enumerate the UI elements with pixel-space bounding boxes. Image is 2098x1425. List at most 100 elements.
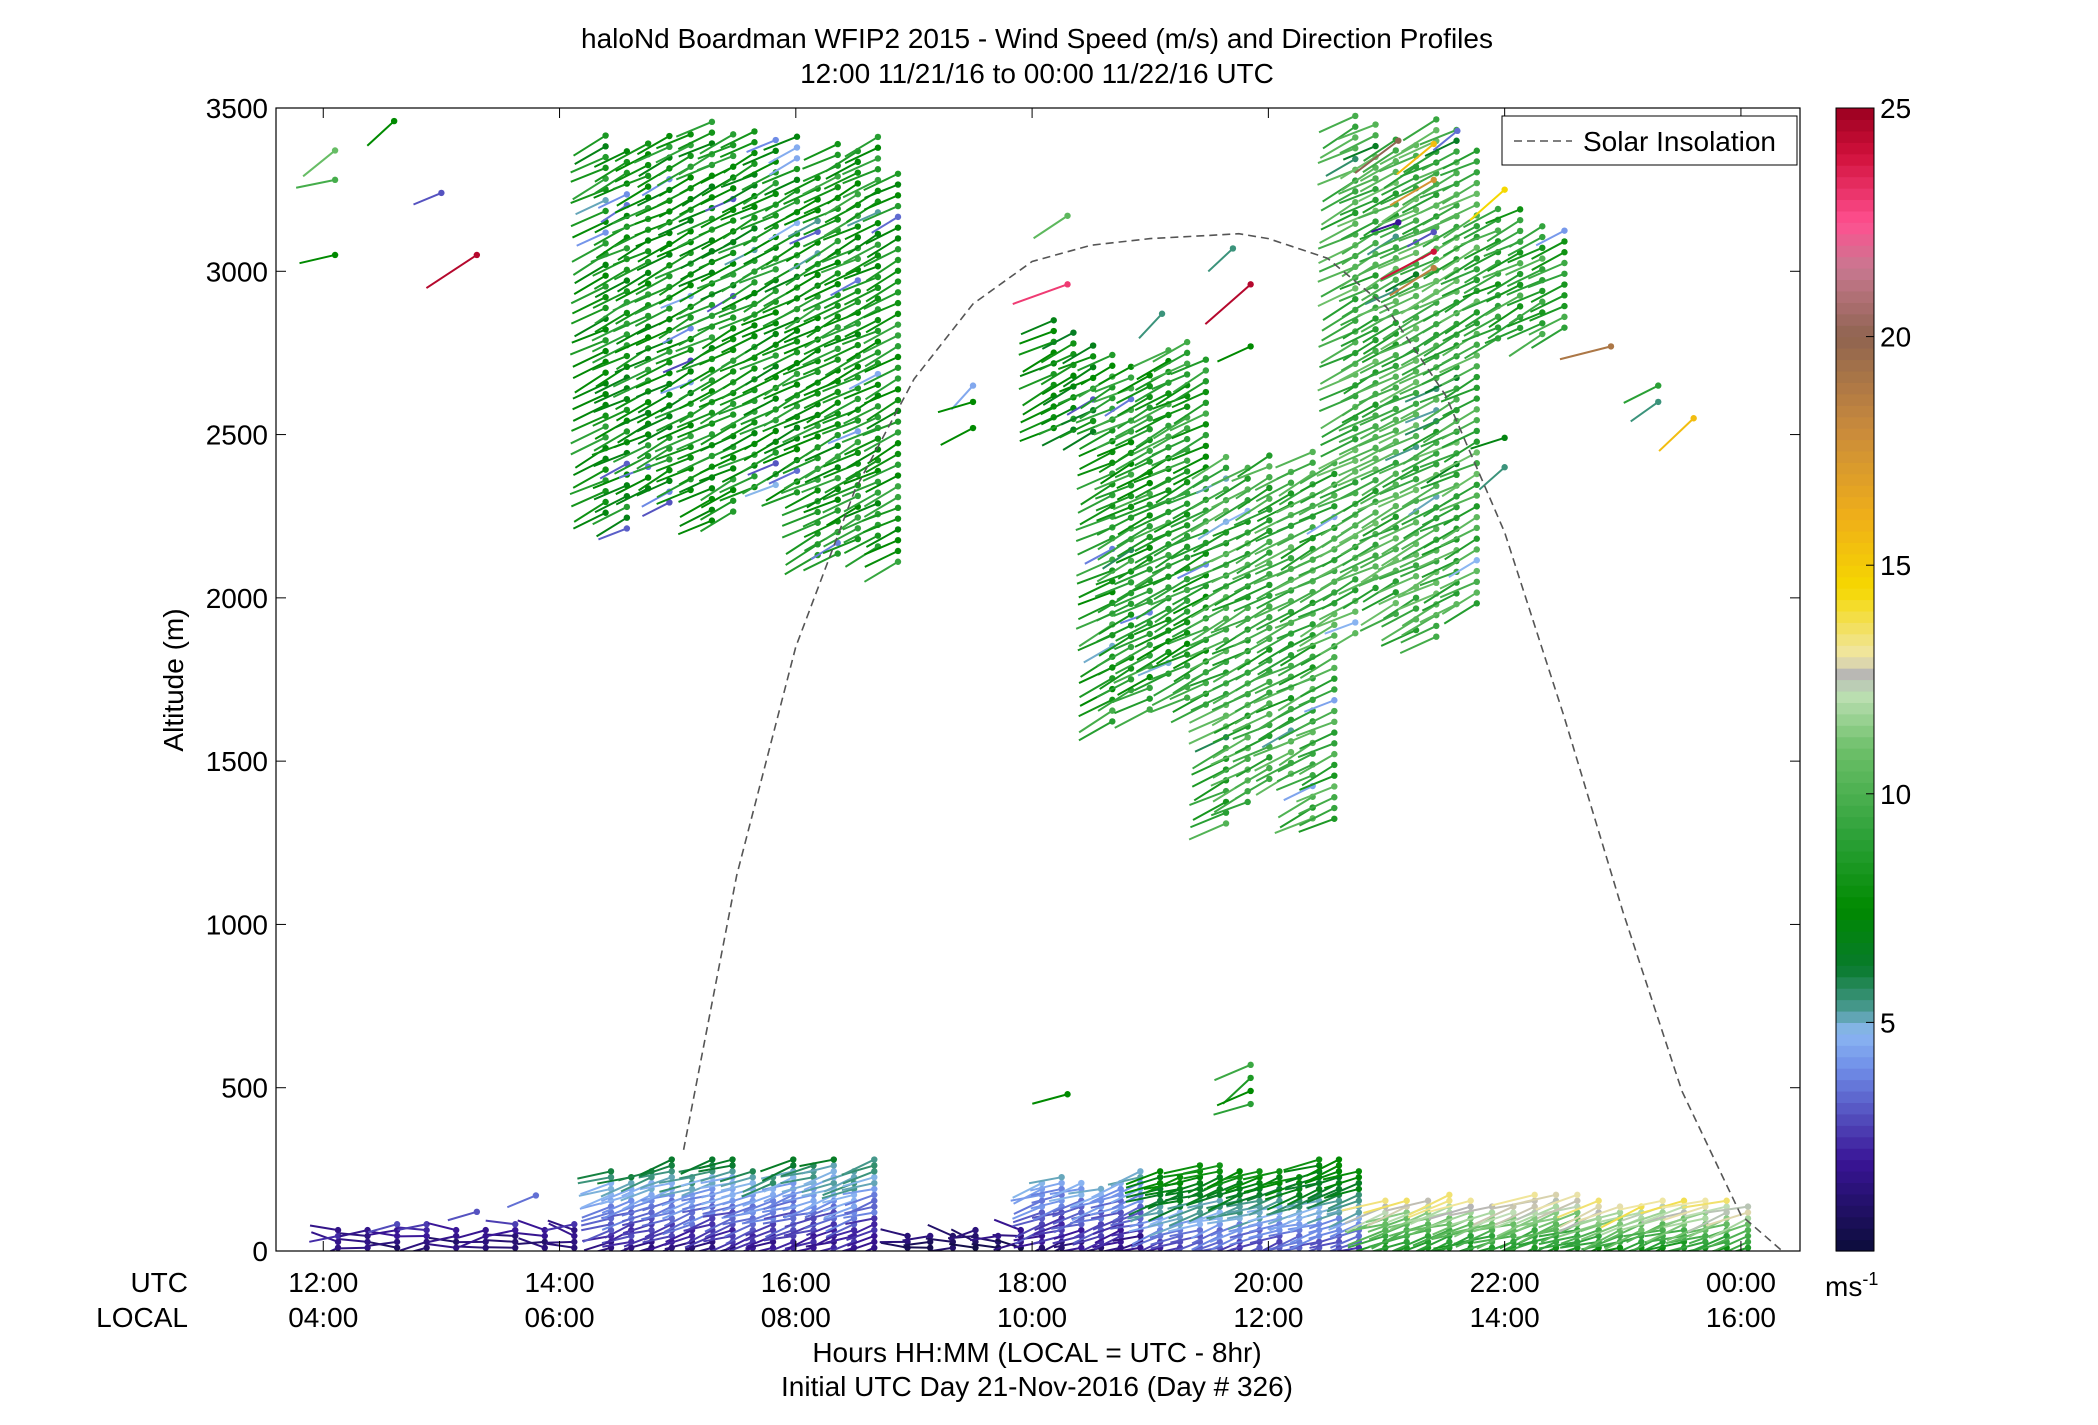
wind-barb-line xyxy=(1341,242,1377,266)
wind-barb-line xyxy=(1041,331,1074,350)
wind-barb-point xyxy=(854,384,862,392)
wind-barb-point xyxy=(1165,648,1172,656)
wind-barb-line xyxy=(546,1242,575,1249)
wind-barb-point xyxy=(1561,259,1568,267)
wind-barb-point xyxy=(1202,356,1210,363)
colorbar-band xyxy=(1836,690,1874,703)
wind-barb-line xyxy=(1171,423,1207,440)
wind-barb-line xyxy=(1440,268,1478,286)
wind-barb-line xyxy=(1149,1229,1181,1239)
wind-barb-line xyxy=(339,1229,368,1238)
wind-barb-point xyxy=(709,1221,716,1228)
wind-barb-line xyxy=(842,168,879,185)
wind-barb-line xyxy=(1078,709,1113,734)
wind-barb-line xyxy=(1114,697,1151,715)
colorbar-band xyxy=(1836,1182,1874,1195)
wind-barb-point xyxy=(1352,112,1359,120)
x-axis: 12:0004:0014:0006:0016:0008:0018:0010:00… xyxy=(288,108,1776,1333)
wind-barb-line xyxy=(1151,448,1188,467)
wind-barb-point xyxy=(1372,509,1379,516)
wind-barb-point xyxy=(1078,1179,1085,1187)
wind-barb-line xyxy=(1283,1158,1320,1172)
wind-barb-line xyxy=(1276,461,1314,480)
wind-barb-line xyxy=(1210,801,1249,817)
wind-barb-point xyxy=(1473,309,1481,316)
wind-barb-line xyxy=(1204,283,1252,325)
wind-barb-point xyxy=(793,424,801,431)
wind-barb-line xyxy=(1664,1211,1706,1226)
colorbar-band xyxy=(1836,1113,1874,1126)
wind-barb-point xyxy=(1372,326,1379,333)
wind-barb-line xyxy=(1441,279,1478,298)
wind-barb-line xyxy=(663,1211,693,1228)
wind-barb-line xyxy=(1018,373,1055,391)
wind-barb-point xyxy=(1352,198,1359,206)
wind-barb-point xyxy=(1331,718,1338,726)
wind-barb-line xyxy=(572,360,607,380)
wind-barb-point xyxy=(1412,562,1420,569)
wind-barb-line xyxy=(1172,369,1207,394)
wind-barb-line xyxy=(662,1223,693,1236)
wind-barb-point xyxy=(1473,481,1481,489)
wind-barb-point xyxy=(1146,566,1153,573)
wind-barb-line xyxy=(721,335,755,354)
wind-barb-line xyxy=(862,205,899,223)
wind-barb-line xyxy=(783,187,819,205)
wind-barb-point xyxy=(1266,603,1273,610)
wind-barb-point xyxy=(708,129,716,136)
wind-barb-line xyxy=(1421,269,1458,293)
wind-barb-point xyxy=(751,139,758,146)
wind-barb-point xyxy=(1473,470,1481,478)
wind-barb-line xyxy=(722,1217,753,1226)
wind-barb-point xyxy=(1531,1203,1538,1210)
wind-barb-point xyxy=(644,398,652,406)
wind-barb-line xyxy=(1323,1176,1360,1190)
wind-barb-line xyxy=(1449,1205,1493,1217)
wind-barb-line xyxy=(368,1230,398,1237)
wind-barb-point xyxy=(1453,148,1460,155)
wind-barb-point xyxy=(1638,1226,1645,1234)
wind-barb-line xyxy=(636,415,670,433)
y-tick-label: 500 xyxy=(221,1073,268,1104)
wind-barb-point xyxy=(1127,579,1135,586)
wind-barb-point xyxy=(1183,435,1191,443)
wind-barb-point xyxy=(1156,1168,1164,1175)
wind-barb-line xyxy=(1338,360,1377,382)
wind-barb-line xyxy=(577,1170,612,1180)
wind-barb-line xyxy=(1169,682,1207,701)
wind-barb-line xyxy=(843,534,879,554)
wind-barb-line xyxy=(1438,192,1478,211)
wind-barb-point xyxy=(894,321,902,328)
wind-barb-line xyxy=(825,1223,855,1238)
wind-barb-point xyxy=(894,213,902,221)
wind-barb-line xyxy=(1419,603,1457,624)
wind-barb-line xyxy=(1111,1229,1141,1237)
wind-barb-line xyxy=(459,1235,487,1248)
wind-barb-line xyxy=(1442,225,1478,246)
x-tick-label-utc: 16:00 xyxy=(761,1267,831,1298)
wind-barb-point xyxy=(793,165,801,173)
wind-barb-line xyxy=(1360,559,1397,584)
wind-barb-line xyxy=(804,1211,835,1221)
wind-barb-point xyxy=(1412,271,1420,278)
wind-barb-point xyxy=(772,179,779,187)
wind-barb-line xyxy=(1130,1235,1161,1249)
wind-barb-line xyxy=(1225,1193,1260,1207)
wind-barb-line xyxy=(572,511,607,530)
wind-barb-line xyxy=(1383,165,1417,190)
wind-barb-point xyxy=(894,278,902,285)
wind-barb-point xyxy=(666,499,673,506)
wind-barb-point xyxy=(772,287,779,295)
wind-barb-point xyxy=(1315,1162,1323,1169)
wind-barb-line xyxy=(1150,362,1188,381)
y-axis-label: Altitude (m) xyxy=(158,608,189,751)
wind-barb-line xyxy=(1133,403,1169,424)
wind-barb-line xyxy=(679,239,713,258)
wind-barb-line xyxy=(622,1193,652,1211)
wind-barb-line xyxy=(1298,688,1335,707)
wind-barb-line xyxy=(847,233,879,255)
wind-barb-line xyxy=(1094,408,1132,428)
wind-barb-line xyxy=(697,413,734,430)
wind-barb-line xyxy=(1400,625,1437,644)
wind-barb-line xyxy=(1296,667,1335,686)
